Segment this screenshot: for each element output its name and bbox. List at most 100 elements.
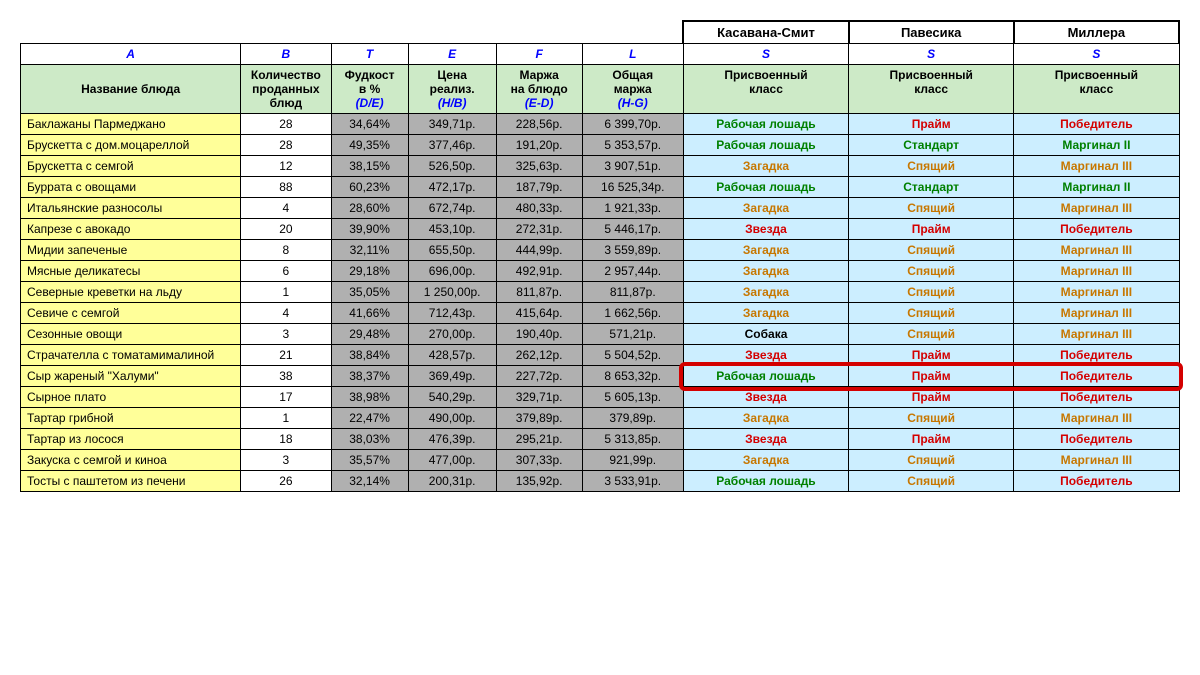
cell-margin: 190,40р. (496, 324, 582, 345)
cell-foodcost: 38,37% (331, 366, 408, 387)
col-E: E (408, 44, 496, 65)
cell-margin: 187,79р. (496, 177, 582, 198)
hdr-total-sub: (H-G) (587, 96, 679, 110)
cell-margin: 325,63р. (496, 156, 582, 177)
cell-class3: Маргинал III (1014, 240, 1179, 261)
hdr-class1: Присвоенный класс (683, 65, 848, 114)
cell-class3: Маргинал II (1014, 135, 1179, 156)
hdr-class3-top: Присвоенный (1055, 68, 1138, 82)
col-F: F (496, 44, 582, 65)
cell-qty: 26 (241, 471, 331, 492)
hdr-class2: Присвоенный класс (849, 65, 1014, 114)
cell-price: 476,39р. (408, 429, 496, 450)
cell-total: 3 533,91р. (582, 471, 683, 492)
cell-class3: Победитель (1014, 114, 1179, 135)
cell-qty: 4 (241, 303, 331, 324)
cell-class3: Маргинал III (1014, 408, 1179, 429)
spacer (21, 21, 684, 44)
cell-margin: 379,89р. (496, 408, 582, 429)
cell-margin: 227,72р. (496, 366, 582, 387)
cell-class3: Маргинал III (1014, 324, 1179, 345)
cell-class2: Спящий (849, 198, 1014, 219)
cell-class2: Стандарт (849, 177, 1014, 198)
table-row: Мясные деликатесы629,18%696,00р.492,91р.… (21, 261, 1180, 282)
cell-total: 5 446,17р. (582, 219, 683, 240)
table-row: Сырное плато1738,98%540,29р.329,71р.5 60… (21, 387, 1180, 408)
cell-margin: 492,91р. (496, 261, 582, 282)
cell-foodcost: 39,90% (331, 219, 408, 240)
cell-class3: Победитель (1014, 471, 1179, 492)
cell-total: 571,21р. (582, 324, 683, 345)
cell-class3: Победитель (1014, 387, 1179, 408)
cell-class2: Спящий (849, 324, 1014, 345)
cell-name: Северные креветки на льду (21, 282, 241, 303)
cell-qty: 4 (241, 198, 331, 219)
cell-foodcost: 34,64% (331, 114, 408, 135)
cell-class3: Победитель (1014, 429, 1179, 450)
cell-class1: Загадка (683, 450, 848, 471)
cell-class3: Маргинал III (1014, 303, 1179, 324)
hdr-qty-top: Количество (251, 68, 321, 82)
cell-price: 672,74р. (408, 198, 496, 219)
cell-total: 6 399,70р. (582, 114, 683, 135)
table-body: Баклажаны Пармеджано2834,64%349,71р.228,… (21, 114, 1180, 492)
cell-qty: 20 (241, 219, 331, 240)
cell-foodcost: 32,14% (331, 471, 408, 492)
cell-foodcost: 38,03% (331, 429, 408, 450)
table-row: Мидии запеченые832,11%655,50р.444,99р.3 … (21, 240, 1180, 261)
cell-price: 472,17р. (408, 177, 496, 198)
cell-class3: Победитель (1014, 219, 1179, 240)
cell-price: 377,46р. (408, 135, 496, 156)
table-row: Сыр жареный "Халуми"3838,37%369,49р.227,… (21, 366, 1180, 387)
cell-total: 3 559,89р. (582, 240, 683, 261)
cell-class1: Загадка (683, 198, 848, 219)
hdr-margin-top: Маржа (519, 68, 558, 82)
cell-price: 270,00р. (408, 324, 496, 345)
hdr-margin-sub: (E-D) (501, 96, 578, 110)
hdr-qty-mid: проданных (252, 82, 319, 96)
table-row: Итальянские разносолы428,60%672,74р.480,… (21, 198, 1180, 219)
table-row: Сезонные овощи329,48%270,00р.190,40р.571… (21, 324, 1180, 345)
hdr-price-sub: (H/B) (413, 96, 492, 110)
cell-name: Буррата с овощами (21, 177, 241, 198)
cell-name: Тартар из лосося (21, 429, 241, 450)
hdr-margin-mid: на блюдо (511, 82, 568, 96)
hdr-qty: Количество проданных блюд (241, 65, 331, 114)
cell-class1: Звезда (683, 429, 848, 450)
cell-class2: Спящий (849, 408, 1014, 429)
cell-class1: Загадка (683, 408, 848, 429)
cell-total: 379,89р. (582, 408, 683, 429)
table-row: Тартар из лосося1838,03%476,39р.295,21р.… (21, 429, 1180, 450)
cell-price: 540,29р. (408, 387, 496, 408)
cell-class3: Маргинал II (1014, 177, 1179, 198)
cell-qty: 3 (241, 324, 331, 345)
table-row: Капрезе с авокадо2039,90%453,10р.272,31р… (21, 219, 1180, 240)
cell-foodcost: 29,48% (331, 324, 408, 345)
col-S3: S (1014, 44, 1179, 65)
cell-price: 200,31р. (408, 471, 496, 492)
header-row: Название блюда Количество проданных блюд… (21, 65, 1180, 114)
table-row: Северные креветки на льду135,05%1 250,00… (21, 282, 1180, 303)
cell-qty: 6 (241, 261, 331, 282)
cell-total: 921,99р. (582, 450, 683, 471)
table-row: Брускетта с семгой1238,15%526,50р.325,63… (21, 156, 1180, 177)
cell-margin: 272,31р. (496, 219, 582, 240)
hdr-class1-mid: класс (749, 82, 783, 96)
cell-foodcost: 38,98% (331, 387, 408, 408)
cell-name: Сырное плато (21, 387, 241, 408)
cell-class2: Спящий (849, 303, 1014, 324)
col-L: L (582, 44, 683, 65)
cell-foodcost: 35,57% (331, 450, 408, 471)
cell-qty: 3 (241, 450, 331, 471)
cell-qty: 28 (241, 114, 331, 135)
cell-margin: 329,71р. (496, 387, 582, 408)
col-T: T (331, 44, 408, 65)
method-row: Касавана-Смит Павесика Миллера (21, 21, 1180, 44)
cell-foodcost: 38,15% (331, 156, 408, 177)
cell-price: 696,00р. (408, 261, 496, 282)
cell-class3: Победитель (1014, 366, 1179, 387)
cell-name: Сыр жареный "Халуми" (21, 366, 241, 387)
hdr-total: Общая маржа (H-G) (582, 65, 683, 114)
cell-total: 2 957,44р. (582, 261, 683, 282)
hdr-price-mid: реализ. (430, 82, 475, 96)
